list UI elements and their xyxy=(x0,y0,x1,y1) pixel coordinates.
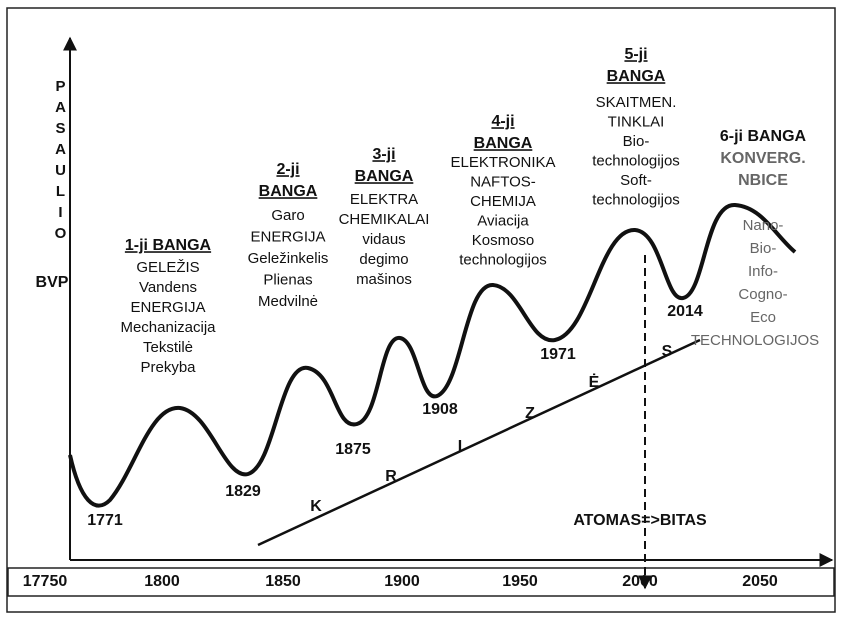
wave-line: SKAITMEN. xyxy=(596,94,677,111)
wave-line: Vandens xyxy=(139,279,197,296)
trough-year: 1771 xyxy=(87,512,123,529)
wave-line: ELEKTRONIKA xyxy=(450,154,555,171)
wave-title: KONVERG. xyxy=(720,150,805,167)
wave-line: Plienas xyxy=(263,271,312,288)
x-tick-label: 1950 xyxy=(502,573,538,590)
y-axis-label: PASAULIO xyxy=(52,78,69,246)
wave-line: Soft- xyxy=(620,172,652,189)
wave-line: Nano- xyxy=(743,217,784,234)
wave-line: ENERGIJA xyxy=(250,228,325,245)
wave-title: 1-ji BANGA xyxy=(125,237,212,254)
crisis-letter: Ė xyxy=(589,373,600,391)
trend-line xyxy=(257,338,701,547)
crisis-letter: R xyxy=(385,468,397,485)
wave-line: Bio- xyxy=(623,133,650,150)
x-tick-label: 1850 xyxy=(265,573,301,590)
y-axis-label-end: BVP xyxy=(36,274,69,291)
x-tick-label: 1800 xyxy=(144,573,180,590)
x-axis-band xyxy=(7,567,835,597)
wave-line: TECHNOLOGIJOS xyxy=(691,332,819,349)
wave-curve xyxy=(68,202,797,508)
wave-line: technologijos xyxy=(592,152,680,169)
wave-line: Info- xyxy=(748,263,778,280)
trough-year: 2014 xyxy=(667,303,703,320)
wave-line: Kosmoso xyxy=(472,232,535,249)
wave-title: 6-ji BANGA xyxy=(720,128,807,145)
wave-line: technologijos xyxy=(592,191,680,208)
wave-line: NAFTOS- xyxy=(470,173,536,190)
y-axis-label-box: PASAULIO xyxy=(52,78,69,246)
wave-line: Bio- xyxy=(750,240,777,257)
trough-year: 1875 xyxy=(335,441,371,458)
wave-title: BANGA xyxy=(607,68,666,85)
wave-line: ELEKTRA xyxy=(350,191,418,208)
wave-line: Prekyba xyxy=(140,359,196,376)
wave-title: 5-ji xyxy=(624,46,647,63)
wave-title: NBICE xyxy=(738,172,788,189)
wave-line: degimo xyxy=(359,251,408,268)
trough-year: 1971 xyxy=(540,346,576,363)
x-tick-label: 1900 xyxy=(384,573,420,590)
wave-title: BANGA xyxy=(259,183,318,200)
trough-year: 1908 xyxy=(422,401,458,418)
wave-line: Geležinkelis xyxy=(248,250,329,267)
wave-line: GELEŽIS xyxy=(136,259,199,276)
wave-line: CHEMIJA xyxy=(470,193,536,210)
wave-line: Medvilnė xyxy=(258,293,318,310)
crisis-letter: I xyxy=(458,438,462,455)
wave-line: vidaus xyxy=(362,231,405,248)
wave-line: Aviacija xyxy=(477,212,529,229)
wave-line: CHEMIKALAI xyxy=(339,211,430,228)
crisis-letter: S xyxy=(662,343,673,360)
wave-line: Cogno- xyxy=(738,286,787,303)
x-tick-label: 2000 xyxy=(622,573,658,590)
wave-line: Tekstilė xyxy=(143,339,193,356)
wave-line: Garo xyxy=(271,207,304,224)
wave-title: 3-ji xyxy=(372,146,395,163)
wave-line: TINKLAI xyxy=(608,113,665,130)
wave-line: technologijos xyxy=(459,251,547,268)
frame xyxy=(6,7,836,613)
transition-label: ATOMAS=>BITAS xyxy=(573,512,707,529)
wave-line: Mechanizacija xyxy=(120,319,216,336)
x-tick-label: 17750 xyxy=(23,573,68,590)
wave-title: BANGA xyxy=(474,135,533,152)
wave-line: ENERGIJA xyxy=(130,299,205,316)
wave-title: 2-ji xyxy=(276,161,299,178)
wave-line: Eco xyxy=(750,309,776,326)
crisis-letter: K xyxy=(310,498,322,515)
crisis-letter: Z xyxy=(525,405,535,422)
wave-title: BANGA xyxy=(355,168,414,185)
wave-line: mašinos xyxy=(356,271,412,288)
wave-title: 4-ji xyxy=(491,113,514,130)
x-tick-label: 2050 xyxy=(742,573,778,590)
trough-year: 1829 xyxy=(225,483,261,500)
